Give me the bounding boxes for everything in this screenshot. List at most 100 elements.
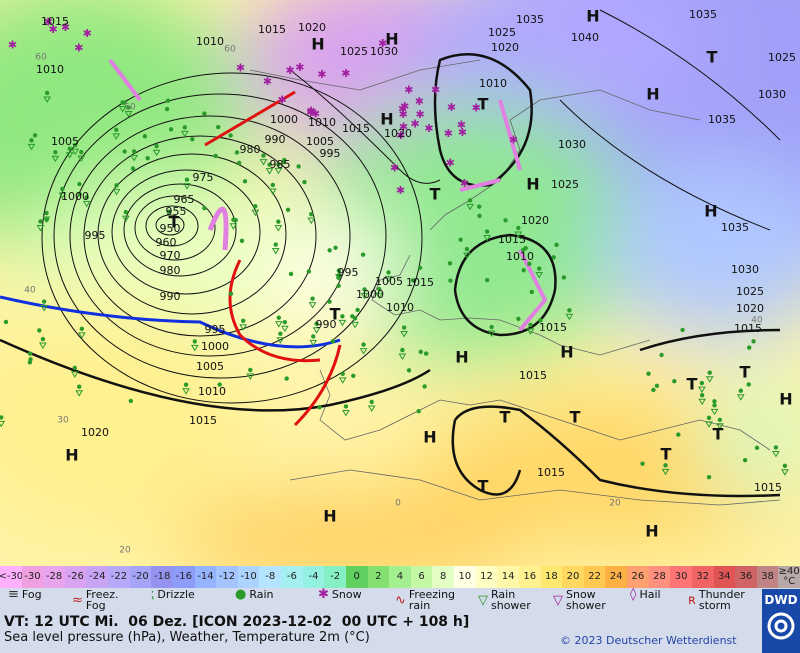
scale-cell: 32 [691, 566, 714, 588]
rain-symbol [362, 287, 367, 292]
shower-symbol [360, 292, 369, 300]
rain-symbol [423, 351, 429, 356]
pressure-center: T [430, 185, 441, 204]
rain-symbol [242, 179, 248, 184]
logo: DWD [762, 589, 800, 653]
scale-cell: -28 [43, 566, 65, 588]
shower-symbol [705, 376, 714, 383]
snow-symbol: ✱ [431, 84, 440, 97]
pressure-center: H [385, 30, 398, 49]
shower-symbol [466, 203, 474, 211]
rain-symbol [340, 371, 345, 377]
shower-symbol [535, 272, 544, 279]
rain-symbol [401, 325, 407, 330]
snow-symbol: ✱ [472, 101, 481, 114]
rain-symbol [699, 392, 705, 398]
pressure-label: 1025 [736, 285, 764, 298]
snow-symbol: ✱ [396, 184, 405, 197]
snow-symbol: ✱ [295, 61, 304, 74]
rain-symbol [164, 106, 170, 112]
scale-unit: °C [783, 576, 796, 587]
scale-cell: 18 [540, 566, 563, 588]
pressure-center: H [645, 522, 658, 541]
rain-symbol [302, 179, 307, 185]
rain-symbol [351, 373, 356, 378]
rain-symbol [234, 150, 240, 155]
logo-text: DWD [764, 593, 798, 607]
shower-symbol [190, 344, 199, 352]
rain-symbol [84, 195, 89, 200]
shower-symbol [483, 235, 491, 242]
rain-symbol [350, 314, 355, 319]
pressure-center: T [687, 375, 698, 394]
pressure-label: 985 [270, 158, 291, 171]
shower-symbol [400, 331, 409, 338]
pressure-center: T [661, 445, 672, 464]
shower-symbol [312, 327, 321, 334]
pressure-label: 965 [174, 193, 195, 206]
rain-symbol [306, 269, 312, 274]
scale-cell: -8 [259, 566, 282, 588]
snow-symbol: ✱ [415, 108, 424, 121]
pressure-label: 1010 [386, 301, 414, 314]
snow-symbol: ✱ [396, 129, 405, 142]
legend-item: ∿ Freezing rain [395, 589, 470, 611]
shower-symbol [152, 149, 161, 157]
shower-symbol [375, 292, 384, 300]
rain-symbol [672, 379, 677, 384]
rain-symbol [340, 314, 345, 319]
rain-symbol [782, 463, 788, 468]
pressure-center: H [704, 202, 717, 221]
pressure-center: T [169, 213, 180, 232]
pressure-center: H [323, 507, 336, 526]
shower-symbol [359, 348, 368, 355]
pressure-label: 1020 [736, 302, 764, 315]
rain-symbol [676, 432, 681, 437]
shower-symbol [36, 224, 45, 232]
legend-item: ▽ Snow shower [553, 589, 623, 611]
rain-symbol [261, 153, 266, 158]
rain-symbol [646, 371, 651, 376]
pressure-label: 1020 [384, 127, 412, 140]
rain-symbol [72, 142, 78, 148]
pressure-label: 1010 [196, 35, 224, 48]
pressure-label: 1015 [734, 322, 762, 335]
legend-label: Hail [639, 588, 661, 601]
pressure-label: 1025 [768, 51, 796, 64]
rain-symbol [122, 149, 127, 154]
rain-symbol [327, 299, 332, 304]
pressure-label: 995 [338, 266, 359, 279]
rain-symbol [168, 127, 174, 132]
shower-symbol [239, 324, 248, 331]
scale-cell: 28 [648, 566, 671, 588]
fronts [0, 58, 548, 427]
rain-symbol [751, 339, 756, 344]
legend-label: Snow shower [566, 588, 606, 612]
snow-symbol: ✱ [277, 94, 286, 107]
rain-symbol [79, 149, 84, 155]
pressure-label: 960 [156, 236, 177, 249]
pressure-label: 1035 [708, 113, 736, 126]
rain-symbol [317, 405, 322, 410]
pressure-label: 1005 [51, 135, 79, 148]
scale-cell: 24 [605, 566, 627, 588]
pressure-label: 990 [265, 133, 286, 146]
rain-symbol [699, 380, 705, 386]
rain-symbol [38, 219, 43, 224]
pressure-label: 1025 [340, 45, 368, 58]
rain-symbol [44, 217, 49, 222]
rain-symbol [528, 322, 533, 328]
pressure-label: 1000 [270, 113, 298, 126]
shower-symbol [246, 373, 255, 380]
pressure-center: H [779, 390, 792, 409]
rain-symbol [538, 317, 543, 323]
shower-symbol [118, 106, 127, 113]
rain-symbol [120, 100, 125, 105]
pressure-center: H [380, 110, 393, 129]
isotherm-label: 60 [224, 45, 236, 55]
rain-symbol [182, 125, 188, 130]
shower-symbol [71, 148, 80, 156]
snow-symbol: ✱ [390, 162, 399, 175]
